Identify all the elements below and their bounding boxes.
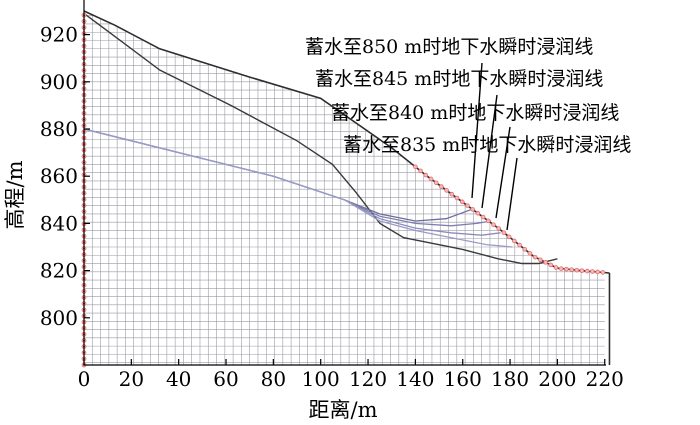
slope-boundary-node bbox=[454, 195, 460, 201]
boundary-nodes bbox=[81, 12, 606, 368]
slope-boundary-node bbox=[574, 267, 580, 273]
x-tick-label: 200 bbox=[538, 367, 576, 391]
slope-boundary-node bbox=[470, 207, 475, 212]
x-tick-label: 20 bbox=[119, 367, 144, 391]
x-tick-label: 80 bbox=[261, 367, 286, 391]
slope-boundary-node bbox=[423, 172, 429, 178]
y-tick-label: 860 bbox=[40, 164, 78, 188]
slope-boundary-node bbox=[444, 188, 449, 193]
y-tick-label: 820 bbox=[40, 259, 78, 283]
annotation-leader-lines bbox=[471, 62, 518, 231]
x-tick-label: 60 bbox=[213, 367, 238, 391]
slope-boundary-node bbox=[538, 257, 543, 263]
slope-boundary-node bbox=[485, 218, 491, 224]
slope-boundary-node bbox=[496, 226, 501, 231]
y-tick-label: 880 bbox=[40, 117, 78, 141]
slope-boundary-node bbox=[579, 268, 585, 273]
x-axis-ticks: 0 20 40 60 80 100 120 140 160 180 200 220 bbox=[78, 359, 624, 391]
label-845: 蓄水至845 m时地下水瞬时浸润线 bbox=[315, 68, 603, 90]
slope-surface-outline bbox=[83, 10, 611, 365]
slope-boundary-node bbox=[600, 270, 606, 275]
x-tick-label: 140 bbox=[396, 367, 434, 391]
bedrock-interface-line bbox=[83, 12, 558, 265]
slope-boundary-node bbox=[459, 199, 465, 205]
slope-boundary-node bbox=[475, 210, 481, 216]
slope-boundary-node bbox=[480, 214, 486, 220]
slope-boundary-node bbox=[590, 269, 595, 274]
slope-boundary-node bbox=[517, 242, 522, 248]
slope-boundary-node bbox=[491, 222, 496, 227]
finite-element-mesh bbox=[83, 11, 605, 365]
y-tick-label: 900 bbox=[40, 70, 78, 94]
leader-845 bbox=[481, 94, 498, 209]
slope-boundary-node bbox=[449, 191, 455, 197]
bedrock-line bbox=[83, 12, 558, 265]
slope-boundary-node bbox=[548, 262, 554, 268]
slope-boundary-node bbox=[564, 266, 569, 272]
slope-boundary-node bbox=[543, 260, 548, 265]
y-tick-label: 920 bbox=[40, 23, 78, 47]
y-tick-label: 800 bbox=[40, 306, 78, 330]
slope-boundary-node bbox=[428, 176, 434, 182]
y-tick-label: 840 bbox=[40, 211, 78, 235]
slope-boundary-node bbox=[595, 269, 600, 275]
annotations: 蓄水至850 m时地下水瞬时浸润线 蓄水至845 m时地下水瞬时浸润线 蓄水至8… bbox=[305, 36, 631, 156]
slope-boundary-node bbox=[506, 234, 512, 240]
leader-840 bbox=[495, 126, 511, 219]
x-tick-label: 220 bbox=[586, 367, 624, 391]
slope-boundary-node bbox=[433, 180, 439, 186]
label-840: 蓄水至840 m时地下水瞬时浸润线 bbox=[331, 102, 619, 124]
x-tick-label: 40 bbox=[166, 367, 191, 391]
phreatic-lines bbox=[83, 128, 513, 248]
y-axis-ticks: 920 900 880 860 840 820 800 bbox=[40, 23, 90, 330]
leader-850 bbox=[471, 62, 483, 199]
leader-835 bbox=[506, 157, 518, 231]
slope-boundary-node bbox=[418, 168, 423, 174]
x-tick-label: 120 bbox=[349, 367, 387, 391]
slope-boundary-node bbox=[553, 265, 559, 270]
slope-boundary-node bbox=[465, 203, 470, 208]
slope-boundary-node bbox=[558, 266, 564, 271]
slope-boundary-node bbox=[584, 268, 590, 274]
slope-boundary-node bbox=[413, 164, 418, 170]
x-tick-label: 100 bbox=[302, 367, 340, 391]
slope-boundary-node bbox=[527, 251, 533, 256]
x-tick-label: 180 bbox=[491, 367, 529, 391]
slope-boundary-node bbox=[522, 246, 528, 252]
slope-boundary-node bbox=[532, 254, 538, 260]
slope-boundary-node bbox=[512, 238, 517, 244]
x-axis-title: 距离/m bbox=[309, 398, 378, 422]
slope-boundary-node bbox=[439, 184, 444, 189]
slope-boundary-node bbox=[501, 230, 507, 235]
label-835: 蓄水至835 m时地下水瞬时浸润线 bbox=[343, 134, 631, 156]
y-axis-title: 高程/m bbox=[3, 160, 27, 229]
x-tick-label: 160 bbox=[444, 367, 482, 391]
label-850: 蓄水至850 m时地下水瞬时浸润线 bbox=[305, 36, 593, 58]
axes bbox=[83, 0, 606, 366]
slope-boundary-node bbox=[569, 267, 574, 272]
phreatic-line-3 bbox=[83, 128, 513, 248]
x-tick-label: 0 bbox=[78, 367, 91, 391]
